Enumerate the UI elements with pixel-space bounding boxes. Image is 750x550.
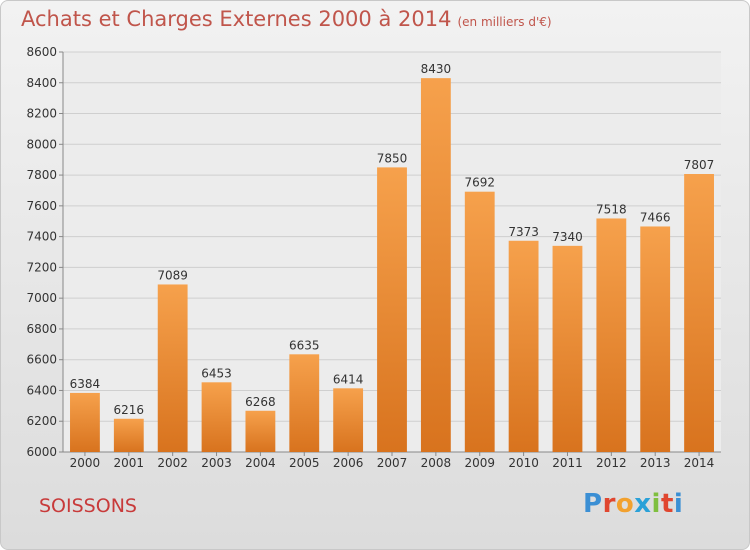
y-tick-label: 6000 [26, 445, 57, 459]
value-label-2006: 6414 [333, 372, 364, 386]
x-tick-label-2014: 2014 [684, 456, 715, 470]
bar-2010 [508, 240, 539, 452]
x-tick-label-2006: 2006 [333, 456, 364, 470]
y-tick-label: 8600 [26, 45, 57, 59]
value-label-2004: 6268 [245, 395, 276, 409]
y-tick-label: 7600 [26, 199, 57, 213]
x-tick-label-2013: 2013 [640, 456, 671, 470]
x-tick-label-2005: 2005 [289, 456, 320, 470]
bar-2006 [333, 388, 364, 452]
x-tick-label-2004: 2004 [245, 456, 276, 470]
logo-letter: x [634, 489, 652, 519]
bar-2008 [420, 78, 451, 453]
x-tick-label-2001: 2001 [114, 456, 145, 470]
bar-2007 [377, 167, 407, 452]
logo-letter: t [660, 489, 674, 519]
bar-2009 [464, 191, 495, 452]
bar-2011 [552, 245, 583, 452]
value-label-2014: 7807 [684, 158, 715, 172]
logo-letter: r [602, 489, 616, 519]
logo-letter: i [673, 489, 684, 519]
y-tick-label: 6200 [26, 414, 57, 428]
y-tick-label: 7200 [26, 260, 57, 274]
value-label-2008: 8430 [421, 62, 452, 76]
value-label-2011: 7340 [552, 230, 583, 244]
bar-2000 [70, 392, 100, 452]
bar-2014 [684, 174, 714, 452]
bar-2003 [201, 382, 232, 452]
y-tick-label: 6400 [26, 383, 57, 397]
y-tick-label: 8400 [26, 76, 57, 90]
chart-title-block: Achats et Charges Externes 2000 à 2014 (e… [21, 7, 552, 31]
bar-2012 [596, 218, 627, 452]
x-tick-label-2010: 2010 [508, 456, 539, 470]
value-label-2005: 6635 [289, 338, 320, 352]
x-tick-label-2009: 2009 [464, 456, 495, 470]
chart-title: Achats et Charges Externes 2000 à 2014 [21, 7, 452, 31]
bar-2013 [640, 226, 671, 452]
bar-2002 [157, 284, 188, 452]
x-tick-label-2003: 2003 [201, 456, 232, 470]
x-tick-label-2000: 2000 [70, 456, 101, 470]
chart-subtitle: (en milliers d'€) [457, 15, 552, 29]
proxiti-logo: Proxiti [583, 489, 683, 519]
y-tick-label: 7000 [26, 291, 57, 305]
y-tick-label: 8000 [26, 137, 57, 151]
value-label-2007: 7850 [377, 151, 408, 165]
value-label-2013: 7466 [640, 210, 671, 224]
value-label-2010: 7373 [508, 225, 539, 239]
y-tick-label: 8200 [26, 107, 57, 121]
value-label-2002: 7089 [157, 268, 188, 282]
bar-2004 [245, 410, 276, 452]
bar-2005 [289, 354, 320, 452]
value-label-2001: 6216 [114, 403, 145, 417]
y-tick-label: 7800 [26, 168, 57, 182]
logo-letter: P [583, 489, 603, 519]
value-label-2000: 6384 [70, 377, 101, 391]
y-tick-label: 6600 [26, 353, 57, 367]
city-name: SOISSONS [39, 495, 137, 517]
value-label-2003: 6453 [201, 366, 232, 380]
bar-2001 [113, 418, 144, 452]
x-tick-label-2011: 2011 [552, 456, 583, 470]
y-tick-label: 6800 [26, 322, 57, 336]
logo-letter: i [651, 489, 661, 519]
value-label-2012: 7518 [596, 202, 627, 216]
x-tick-label-2002: 2002 [157, 456, 188, 470]
x-tick-label-2008: 2008 [421, 456, 452, 470]
value-label-2009: 7692 [464, 176, 495, 190]
x-tick-label-2012: 2012 [596, 456, 627, 470]
x-tick-label-2007: 2007 [377, 456, 408, 470]
y-tick-label: 7400 [26, 230, 57, 244]
logo-letter: o [615, 489, 635, 519]
